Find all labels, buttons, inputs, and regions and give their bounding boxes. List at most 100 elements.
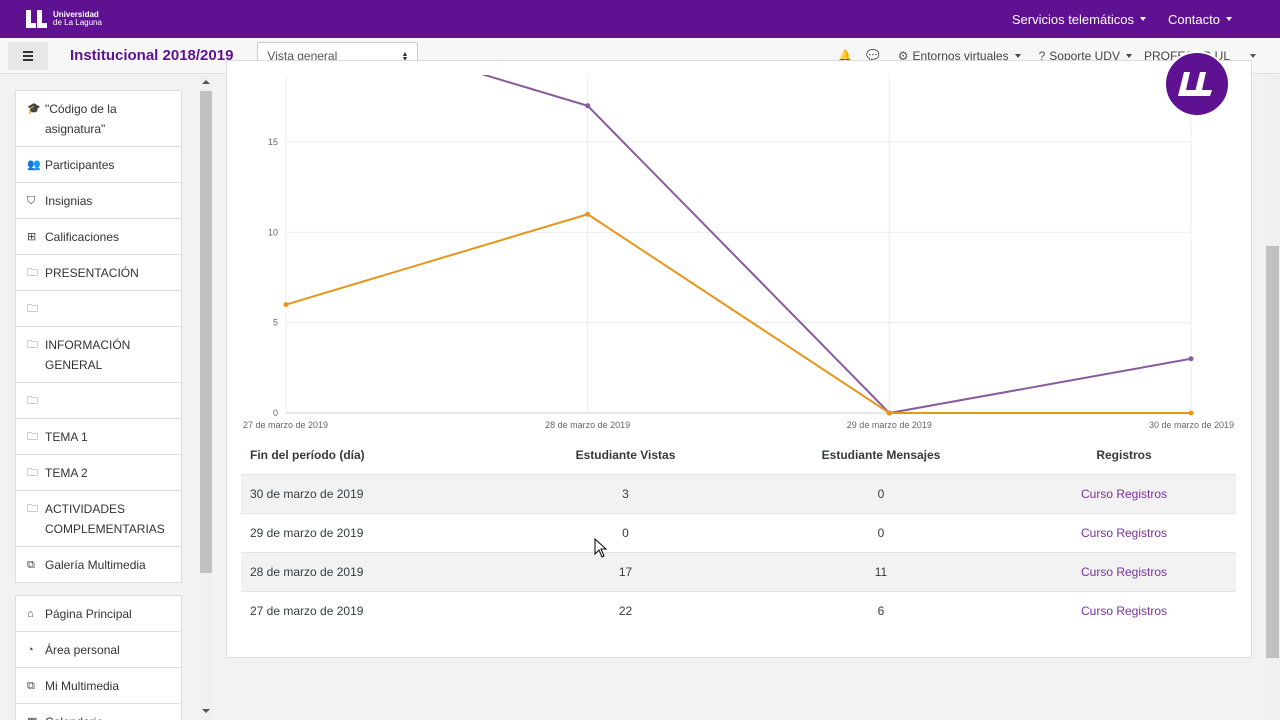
sidebar-item-tema-1[interactable]: 🗀 TEMA 1	[16, 419, 181, 455]
sidebar-item-label: Calificaciones	[45, 230, 120, 244]
cell-views: 22	[618, 604, 633, 618]
folder-icon: 🗀	[27, 395, 38, 407]
cell-date: 30 de marzo de 2019	[250, 487, 364, 501]
col-header-date[interactable]: Fin del período (día)	[250, 448, 365, 462]
chevron-down-icon	[1226, 17, 1232, 21]
table-header: Fin del período (día) Estudiante Vistas …	[241, 436, 1236, 474]
col-header-logs: Registros	[1096, 448, 1152, 462]
sidebar-item-área-personal[interactable]: ◔ Área personal	[16, 632, 181, 668]
media-icon: ⧉	[27, 559, 35, 571]
sidebar-scrollbar[interactable]	[199, 75, 213, 720]
sidebar-item-label: Calendario	[45, 712, 103, 720]
cell-date: 28 de marzo de 2019	[250, 565, 364, 579]
cell-posts: 6	[877, 604, 885, 618]
sidebar-item-label: INFORMACIÓN GENERAL	[45, 338, 131, 372]
support-menu[interactable]: ? Soporte UDV	[1039, 49, 1132, 63]
course-nav-group: 🎓 "Código de la asignatura" 👥 Participantes…	[15, 90, 182, 583]
calendar-icon: ▦	[27, 712, 45, 720]
sidebar-item-calificaciones[interactable]: ⊞ Calificaciones	[16, 219, 181, 255]
sidebar-item-label: PRESENTACIÓN	[45, 266, 139, 280]
top-bar: Universidad de La Laguna Servicios telem…	[0, 0, 1280, 38]
ull-logo-icon	[26, 10, 48, 28]
sidebar-item-label: TEMA 2	[45, 466, 88, 480]
sidebar-item-calendario[interactable]: ▦Calendario	[16, 704, 181, 720]
sidebar-item-label: Mi Multimedia	[45, 679, 120, 693]
ull-badge-logo	[1164, 51, 1230, 117]
cell-date: 29 de marzo de 2019	[250, 526, 364, 540]
users-icon: 👥	[27, 159, 41, 171]
graduation-cap-icon: 🎓	[27, 103, 41, 115]
cell-date: 27 de marzo de 2019	[250, 604, 364, 618]
course-logs-link[interactable]: Curso Registros	[1080, 565, 1168, 579]
sidebar-item-presentación[interactable]: 🗀 PRESENTACIÓN	[16, 255, 181, 291]
sidebar-item-label: Galería Multimedia	[45, 558, 146, 572]
cell-logs-link[interactable]: Curso Registros	[1012, 604, 1236, 618]
logo-line1: Universidad	[53, 10, 99, 19]
folder-icon: 🗀	[27, 431, 38, 443]
sidebar-item-mi-multimedia[interactable]: ⧉ Mi Multimedia	[16, 668, 181, 704]
ull-logo-icon	[1178, 72, 1212, 96]
sidebar-item-section-5[interactable]: 🗀	[16, 291, 181, 327]
shield-icon: ⛉	[27, 195, 36, 207]
home-icon: ⌂	[27, 608, 34, 620]
site-nav-group: ⌂ Página Principal ◔ Área personal ⧉ Mi Multi…	[15, 595, 182, 720]
sidebar-item-label: ACTIVIDADES COMPLEMENTARIAS	[45, 502, 165, 536]
course-logs-link[interactable]: Curso Registros	[1080, 487, 1168, 501]
media-icon: ⧉	[27, 680, 35, 692]
table-row: 28 de marzo de 2019 17 11 Curso Registros	[241, 552, 1236, 591]
table-row: 29 de marzo de 2019 0 0 Curso Registros	[241, 513, 1236, 552]
cell-logs-link[interactable]: Curso Registros	[1012, 565, 1236, 579]
course-logs-link[interactable]: Curso Registros	[1080, 526, 1168, 540]
contact-menu[interactable]: Contacto	[1168, 12, 1232, 27]
chevron-down-icon	[1125, 53, 1132, 58]
cell-logs-link[interactable]: Curso Registros	[1012, 526, 1236, 540]
course-title[interactable]: Institucional 2018/2019	[70, 47, 234, 64]
sidebar-item-información-general[interactable]: 🗀 INFORMACIÓN GENERAL	[16, 327, 181, 383]
sidebar-item-label: Insignias	[45, 194, 93, 208]
sidebar-item-label: Página Principal	[45, 607, 132, 621]
table-icon: ⊞	[27, 231, 37, 243]
cell-logs-link[interactable]: Curso Registros	[1012, 487, 1236, 501]
services-menu[interactable]: Servicios telemáticos	[1012, 12, 1146, 27]
page-scrollbar[interactable]	[1265, 75, 1280, 720]
folder-icon: 🗀	[27, 303, 38, 315]
chevron-down-icon	[1139, 17, 1146, 21]
cell-posts: 0	[877, 487, 885, 501]
folder-icon: 🗀	[27, 267, 38, 279]
cell-views: 3	[622, 487, 629, 501]
col-header-views[interactable]: Estudiante Vistas	[575, 448, 676, 462]
sidebar-item-página-principal[interactable]: ⌂ Página Principal	[16, 596, 181, 632]
sidebar-item-label: TEMA 1	[45, 430, 88, 444]
question-icon: ?	[1038, 48, 1046, 63]
cell-views: 17	[618, 565, 633, 579]
activity-table: Fin del período (día) Estudiante Vistas …	[241, 436, 1236, 630]
cubes-icon: ⚙	[897, 48, 909, 63]
cell-views: 0	[622, 526, 629, 540]
folder-icon: 🗀	[27, 339, 38, 351]
sidebar-item-insignias[interactable]: ⛉ Insignias	[16, 183, 181, 219]
cell-posts: 11	[874, 565, 888, 579]
chat-icon[interactable]: 💬	[866, 50, 880, 62]
chevron-down-icon	[1014, 53, 1021, 58]
sidebar-item-section-7[interactable]: 🗀	[16, 383, 181, 419]
sidebar-item-galería-multimedia[interactable]: ⧉ Galería Multimedia	[16, 547, 181, 582]
chevron-down-icon[interactable]	[1250, 53, 1256, 58]
sidebar-item-participantes[interactable]: 👥 Participantes	[16, 147, 181, 183]
folder-icon: 🗀	[27, 467, 38, 479]
university-logo[interactable]: Universidad de La Laguna	[26, 10, 102, 28]
sidebar-item-label: Participantes	[45, 158, 115, 172]
col-header-posts[interactable]: Estudiante Mensajes	[821, 448, 941, 462]
sidebar-item--código-de-la-asignatura-[interactable]: 🎓 "Código de la asignatura"	[16, 91, 181, 147]
table-row: 30 de marzo de 2019 3 0 Curso Registros	[241, 474, 1236, 513]
mouse-cursor-icon	[594, 538, 608, 558]
sidebar-item-actividades-complementarias[interactable]: 🗀 ACTIVIDADES COMPLEMENTARIAS	[16, 491, 181, 547]
sidebar-item-label: "Código de la asignatura"	[45, 102, 117, 136]
course-logs-link[interactable]: Curso Registros	[1080, 604, 1168, 618]
virtual-environments-menu[interactable]: ⚙ Entornos virtuales	[898, 49, 1021, 63]
sidebar: 🎓 "Código de la asignatura" 👥 Participantes…	[0, 75, 214, 720]
cell-posts: 0	[877, 526, 885, 540]
sidebar-item-tema-2[interactable]: 🗀 TEMA 2	[16, 455, 181, 491]
bell-icon[interactable]: 🔔	[838, 50, 853, 62]
table-row: 27 de marzo de 2019 22 6 Curso Registros	[241, 591, 1236, 630]
menu-toggle-button[interactable]	[8, 41, 48, 70]
